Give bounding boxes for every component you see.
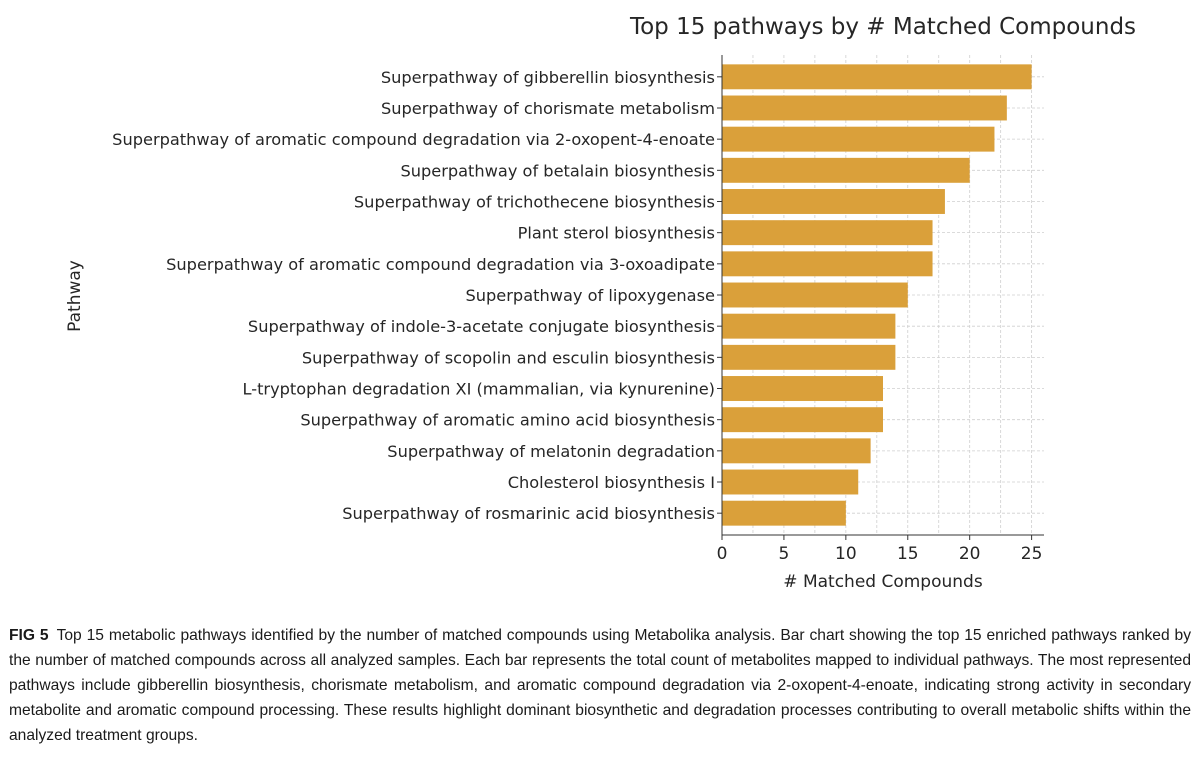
bar [722, 407, 883, 433]
bar [722, 500, 846, 526]
x-tick-labels: 0 5 10 15 20 25 [717, 535, 1043, 564]
y-tick-label: Superpathway of betalain biosynthesis [400, 161, 715, 180]
x-tick-label: 5 [779, 544, 790, 564]
y-axis-label: Pathway [65, 260, 85, 332]
bar [722, 251, 933, 277]
y-tick-label: Superpathway of aromatic compound degrad… [166, 255, 715, 274]
y-tick-label: Superpathway of melatonin degradation [387, 442, 715, 461]
bar [722, 438, 871, 464]
y-tick-label: Superpathway of aromatic amino acid bios… [300, 411, 715, 430]
x-tick-label: 10 [835, 544, 857, 564]
bars [722, 64, 1032, 526]
bar-chart: Top 15 pathways by # Matched Compounds S… [65, 14, 1136, 592]
x-tick-label: 15 [897, 544, 919, 564]
bar [722, 95, 1007, 121]
y-tick-label: Superpathway of chorismate metabolism [381, 99, 715, 118]
bar [722, 220, 933, 246]
y-tick-label: Superpathway of trichothecene biosynthes… [354, 192, 715, 211]
x-tick-label: 25 [1021, 544, 1043, 564]
x-tick-label: 20 [959, 544, 981, 564]
bar [722, 157, 970, 183]
y-tick-label: Plant sterol biosynthesis [518, 224, 715, 243]
bar [722, 469, 859, 495]
x-tick-label: 0 [717, 544, 728, 564]
bar [722, 344, 896, 370]
y-tick-label: Cholesterol biosynthesis I [508, 473, 715, 492]
y-tick-label: Superpathway of scopolin and esculin bio… [302, 348, 715, 367]
y-tick-label: Superpathway of rosmarinic acid biosynth… [342, 504, 715, 523]
y-tick-label: L-tryptophan degradation XI (mammalian, … [243, 380, 716, 399]
y-tick-label: Superpathway of gibberellin biosynthesis [381, 68, 715, 87]
x-axis-label: # Matched Compounds [783, 572, 983, 592]
bar [722, 282, 908, 308]
chart-title: Top 15 pathways by # Matched Compounds [629, 14, 1136, 40]
bar [722, 64, 1032, 90]
y-tick-labels: Superpathway of gibberellin biosynthesis… [112, 68, 722, 523]
y-tick-label: Superpathway of aromatic compound degrad… [112, 130, 715, 149]
caption-text: Top 15 metabolic pathways identified by … [9, 627, 1192, 744]
y-tick-label: Superpathway of indole-3-acetate conjuga… [248, 317, 715, 336]
figure-caption: FIG 5 Top 15 metabolic pathways identifie… [9, 623, 1191, 748]
bar [722, 189, 945, 214]
bar [722, 376, 883, 401]
bar [722, 313, 896, 339]
figure-label: FIG 5 [9, 627, 49, 644]
y-tick-label: Superpathway of lipoxygenase [466, 286, 716, 305]
bar [722, 126, 995, 152]
